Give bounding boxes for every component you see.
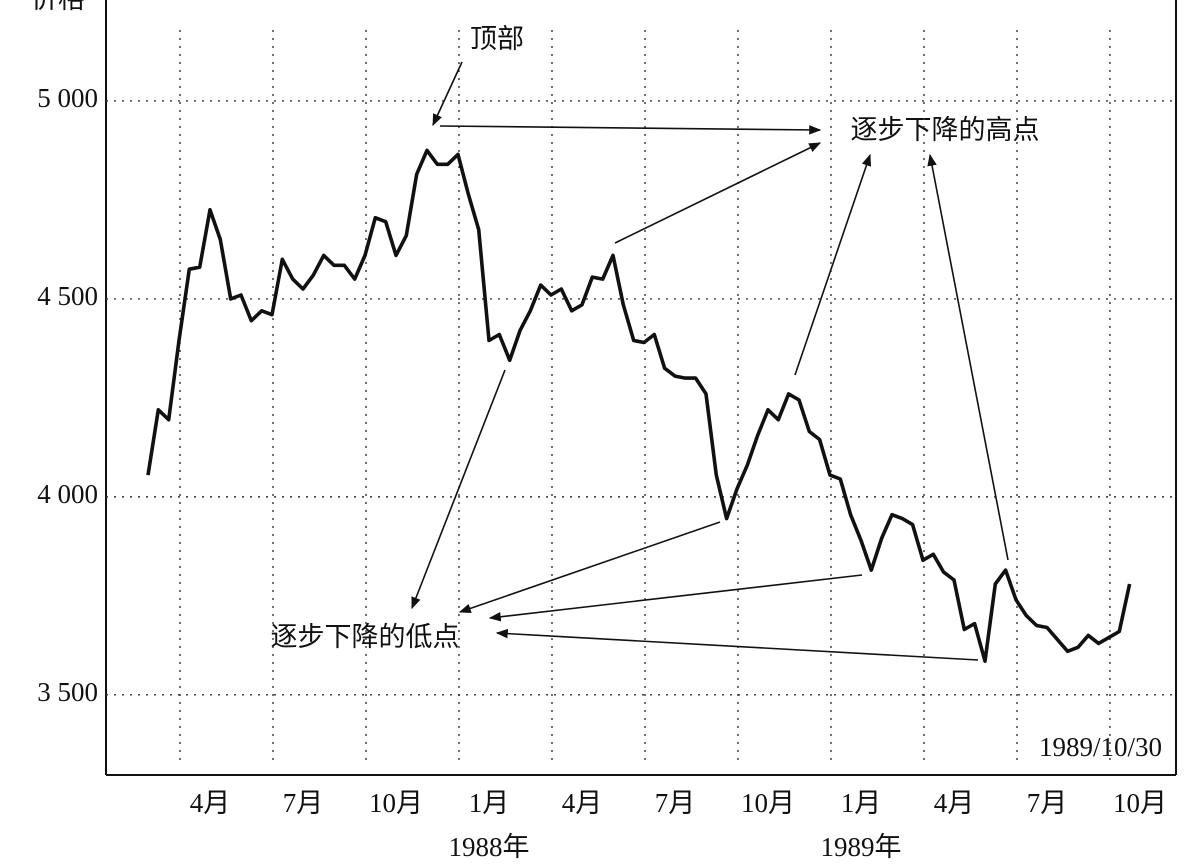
annotation-arrow [927, 153, 1009, 561]
x-tick-label: 4月 [190, 788, 231, 818]
annotation-arrow [411, 369, 506, 610]
annotation: 逐步下降的低点 [271, 622, 460, 652]
x-tick-label: 4月 [934, 788, 975, 818]
x-tick-label: 4月 [562, 788, 603, 818]
x-tick-label: 1月 [841, 788, 882, 818]
y-tick-label: 3 500 [37, 677, 98, 707]
year-label: 1988年 [448, 832, 529, 862]
annotation-arrow [488, 574, 863, 622]
x-tick-label: 7月 [283, 788, 324, 818]
y-tick-label: 4 500 [37, 281, 98, 311]
annotation-arrow [458, 521, 721, 614]
annotation: 逐步下降的高点 [851, 115, 1040, 145]
y-axis-label: 价格 [31, 0, 85, 14]
x-tick-label: 10月 [369, 788, 423, 818]
annotation-arrow [439, 125, 822, 135]
x-tick-label: 1月 [469, 788, 510, 818]
y-tick-label: 5 000 [37, 83, 98, 113]
x-tick-label: 10月 [1113, 788, 1167, 818]
annotation-arrow [614, 142, 822, 244]
year-label: 1989年 [820, 832, 901, 862]
y-tick-label: 4 000 [37, 479, 98, 509]
price-line [146, 148, 1132, 663]
annotation: 顶部 [470, 24, 524, 54]
annotation-arrow [432, 61, 463, 127]
x-tick-label: 7月 [1027, 788, 1068, 818]
annotation-arrow [495, 628, 979, 661]
date-note: 1989/10/30 [1039, 732, 1162, 762]
x-tick-label: 7月 [655, 788, 696, 818]
x-tick-label: 10月 [741, 788, 795, 818]
annotation-arrow [794, 153, 872, 376]
